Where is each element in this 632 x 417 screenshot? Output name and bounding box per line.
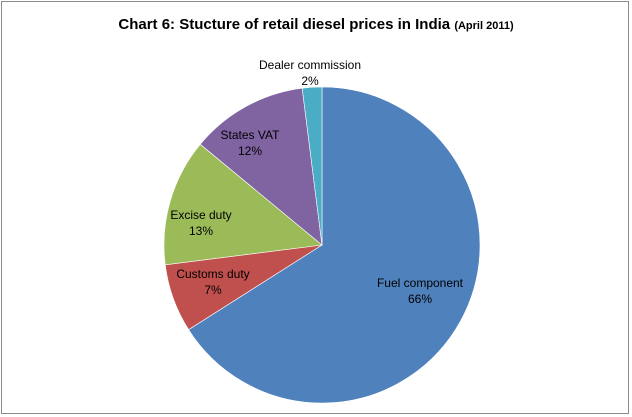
pie-slice-fuel-component: [188, 86, 481, 404]
slice-value-fuel-component: 66%: [408, 292, 432, 306]
slice-label-fuel-component: Fuel component: [377, 276, 464, 290]
slice-label-states-vat: States VAT: [221, 128, 281, 142]
pie-slice-dealer-commission: [301, 86, 323, 246]
slice-label-excise-duty: Excise duty: [170, 208, 231, 222]
pie-slice-states-vat: [199, 87, 323, 246]
slice-value-customs-duty: 7%: [204, 283, 222, 297]
slice-value-states-vat: 12%: [238, 144, 262, 158]
chart-title-text: Chart 6: Stucture of retail diesel price…: [118, 16, 451, 33]
slice-label-customs-duty: Customs duty: [176, 267, 249, 281]
slice-value-dealer-commission: 2%: [301, 74, 319, 88]
chart-title: Chart 6: Stucture of retail diesel price…: [0, 16, 632, 33]
chart-subtitle: (April 2011): [454, 20, 514, 32]
pie-slice-excise-duty: [163, 143, 323, 266]
slice-value-excise-duty: 13%: [189, 224, 213, 238]
slice-label-dealer-commission: Dealer commission: [259, 58, 361, 72]
